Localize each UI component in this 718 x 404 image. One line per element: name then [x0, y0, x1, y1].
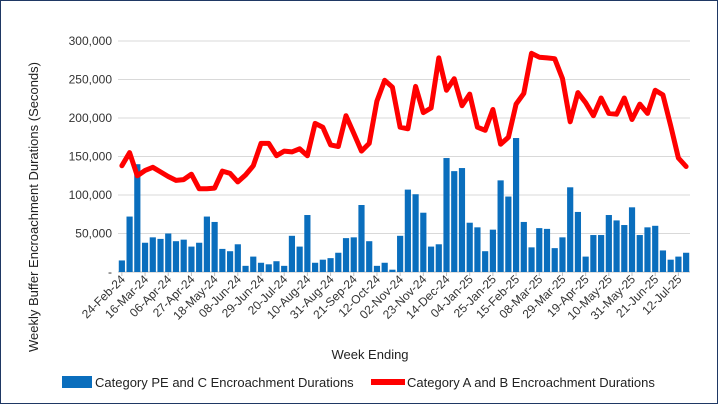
bar: [474, 227, 481, 272]
bar: [226, 251, 234, 272]
y-tick-label: -: [108, 265, 112, 279]
bar: [590, 235, 597, 272]
bar: [404, 189, 411, 272]
bar: [482, 251, 489, 272]
y-axis-ticks: - 50,000 100,000 150,000 200,000 250,000 300,0…: [69, 34, 113, 279]
bar: [327, 258, 334, 272]
bar: [366, 241, 373, 272]
bar: [172, 241, 180, 272]
bar: [219, 248, 226, 272]
bar: [466, 222, 473, 272]
legend-label-line: Category A and B Encroachment Durations: [407, 375, 655, 390]
bar: [242, 265, 249, 272]
bar: [265, 264, 272, 272]
bar: [350, 237, 357, 272]
bar: [582, 256, 589, 272]
bar: [397, 235, 404, 272]
bar: [420, 212, 427, 272]
bar: [605, 215, 612, 272]
bar: [512, 138, 520, 272]
bar: [659, 250, 667, 272]
bar: [427, 246, 435, 272]
bar: [126, 216, 133, 272]
bar: [273, 261, 280, 272]
legend-label-bar: Category PE and C Encroachment Durations: [95, 375, 354, 390]
bar: [250, 256, 257, 272]
line-path: [119, 50, 689, 192]
y-tick-label: 50,000: [75, 227, 112, 241]
line-series: [119, 50, 689, 192]
bar: [443, 158, 450, 272]
x-axis-ticks: 24-Feb-2416-Mar-2406-Apr-2427-Apr-2418-M…: [79, 272, 685, 323]
bar: [234, 244, 241, 272]
bar: [667, 259, 674, 272]
bar: [451, 171, 458, 272]
bar: [149, 237, 156, 272]
bar: [312, 262, 319, 272]
bar: [489, 229, 496, 272]
bar: [551, 248, 558, 272]
bar: [412, 194, 419, 272]
bar: [165, 233, 172, 272]
bar: [335, 252, 342, 272]
bar: [536, 228, 543, 272]
legend-swatch-bar: [62, 376, 92, 388]
bar: [342, 238, 350, 272]
bar: [157, 238, 164, 272]
bar: [389, 269, 396, 272]
bar: [134, 164, 141, 272]
y-tick-label: 150,000: [69, 150, 113, 164]
bar: [628, 207, 636, 272]
bar: [257, 262, 265, 272]
y-tick-label: 100,000: [69, 188, 113, 202]
bar: [636, 235, 643, 272]
bar: [497, 180, 504, 272]
bar: [613, 220, 620, 272]
y-axis-label: Weekly Buffer Encroachment Durations (Se…: [26, 62, 41, 352]
bar: [505, 196, 512, 272]
bar: [644, 227, 651, 272]
bar-series: [118, 138, 690, 272]
bar: [373, 265, 381, 272]
bar: [296, 246, 303, 272]
bar: [559, 237, 566, 272]
x-axis-label: Week Ending: [331, 347, 408, 362]
bar: [543, 228, 551, 272]
y-tick-label: 300,000: [69, 34, 113, 48]
bar: [381, 262, 388, 272]
legend: Category PE and C Encroachment Durations…: [62, 375, 655, 390]
bar: [528, 247, 535, 272]
bar: [683, 252, 690, 272]
bar: [304, 215, 311, 272]
bar: [288, 235, 296, 272]
bar: [675, 256, 682, 272]
bar: [520, 221, 527, 272]
bar: [652, 225, 659, 272]
bar: [188, 246, 195, 272]
bar: [118, 260, 125, 272]
bar: [211, 221, 218, 272]
bar: [203, 216, 210, 272]
bar: [567, 187, 574, 272]
bar: [435, 244, 442, 272]
bar: [319, 259, 326, 272]
bar: [180, 239, 187, 272]
y-tick-label: 250,000: [69, 73, 113, 87]
y-tick-label: 200,000: [69, 111, 113, 125]
bar: [196, 242, 203, 272]
bar: [598, 235, 605, 272]
bar: [141, 242, 149, 272]
bar: [621, 225, 628, 272]
bar: [281, 265, 288, 272]
bar: [358, 205, 365, 272]
bar: [458, 168, 466, 272]
bar: [574, 211, 582, 272]
